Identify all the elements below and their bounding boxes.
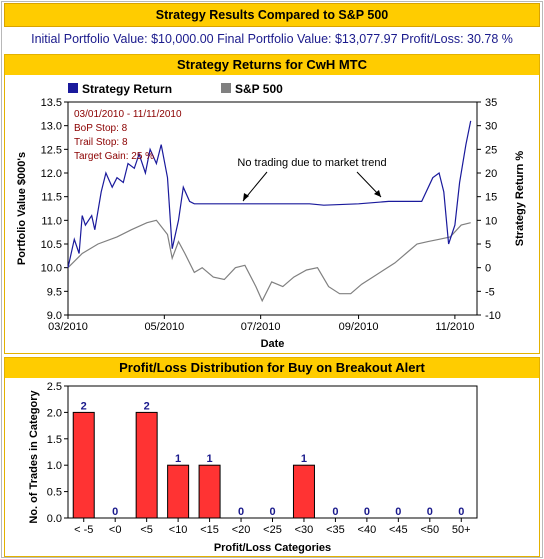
arrowhead-left	[243, 193, 249, 201]
bar	[135, 411, 158, 519]
y-tick-label: 12.5	[41, 144, 62, 156]
line-chart-title: Strategy Returns for CwH MTC	[5, 55, 539, 75]
report-title: Strategy Results Compared to S&P 500	[4, 3, 540, 27]
bar	[292, 464, 315, 519]
y-tick-label: 10.5	[41, 239, 62, 251]
bar-x-tick-label: <50	[420, 524, 439, 536]
arrowhead-right	[374, 190, 381, 197]
bar-y-tick-label: 2.0	[47, 407, 62, 419]
y2-axis-label: Strategy Return %	[514, 151, 526, 247]
bar-x-tick-label: < -5	[74, 524, 93, 536]
bar-x-axis-label: Profit/Loss Categories	[214, 542, 331, 554]
bar-y-tick-label: 0.5	[47, 487, 62, 499]
bar	[198, 464, 221, 519]
strategy-return-line	[67, 120, 472, 268]
profit-loss-panel: Profit/Loss Distribution for Buy on Brea…	[4, 357, 540, 557]
bar-x-tick-label: <20	[232, 524, 251, 536]
bar-value-label: 0	[112, 506, 118, 518]
bar-value-label: 1	[301, 453, 307, 465]
bar-y-tick-label: 0.0	[47, 513, 62, 525]
x-tick-label: 11/2010	[435, 321, 474, 333]
portfolio-summary: Initial Portfolio Value: $10,000.00 Fina…	[31, 32, 513, 46]
bar-x-tick-label: <15	[200, 524, 219, 536]
y2-tick-label: -10	[485, 310, 501, 322]
y-tick-label: 12.0	[41, 168, 62, 180]
y2-tick-label: 10	[485, 215, 497, 227]
legend-swatch-strategy	[68, 83, 78, 93]
bar-value-label: 0	[332, 506, 338, 518]
sp500-line	[67, 219, 471, 303]
x-tick-label: 05/2010	[144, 321, 184, 333]
bar-x-tick-label: 50+	[452, 524, 471, 536]
y2-tick-label: 25	[485, 144, 497, 156]
profit-loss-chart: 0.0 0.5 1.0 1.5 2.0 2.5 2 < -5 0 <0 2 <5 1 <10 1 <15 0 <2…	[28, 381, 478, 554]
bar-chart-title: Profit/Loss Distribution for Buy on Brea…	[5, 358, 539, 378]
y-tick-label: 9.5	[47, 286, 62, 298]
bar-y-axis-label: No. of Trades in Category	[28, 389, 40, 523]
bar-value-label: 0	[364, 506, 370, 518]
y2-tick-label: 15	[485, 192, 497, 204]
plot-area	[67, 101, 478, 316]
bar-value-label: 0	[269, 506, 275, 518]
y-tick-label: 13.5	[41, 97, 62, 109]
chart-note: Target Gain: 25 %	[74, 151, 154, 162]
strategy-returns-chart: 9.0 9.5 10.0 10.5 11.0 11.5 12.0 12.5 13.0 13.5 -1…	[16, 82, 526, 350]
bar-value-label: 2	[81, 400, 87, 412]
annotation-text: No trading due to market trend	[237, 157, 386, 169]
bar-value-label: 0	[427, 506, 433, 518]
y-tick-label: 11.0	[41, 215, 62, 227]
y2-tick-label: 35	[485, 97, 497, 109]
x-tick-label: 09/2010	[339, 321, 379, 333]
bar-x-tick-label: <5	[140, 524, 153, 536]
legend-label-strategy: Strategy Return	[82, 82, 172, 96]
bar	[72, 411, 95, 519]
bar-x-tick-label: <10	[169, 524, 188, 536]
bar-plot-area	[67, 385, 478, 519]
x-tick-label: 03/2010	[48, 321, 88, 333]
y-axis-label: Portfolio Value $000's	[16, 152, 28, 265]
y2-tick-label: -5	[485, 286, 495, 298]
bar	[167, 464, 190, 519]
bar-value-label: 1	[207, 453, 213, 465]
bar-y-tick-label: 1.5	[47, 434, 62, 446]
bar-value-label: 1	[175, 453, 181, 465]
chart-note: BoP Stop: 8	[74, 123, 128, 134]
legend-label-sp500: S&P 500	[235, 82, 283, 96]
y2-tick-label: 20	[485, 168, 497, 180]
y-tick-label: 10.0	[41, 263, 62, 275]
bar-y-tick-label: 1.0	[47, 460, 62, 472]
y-tick-label: 9.0	[47, 310, 62, 322]
bar-x-tick-label: <30	[295, 524, 314, 536]
bar-y-tick-label: 2.5	[47, 381, 62, 393]
bar-value-label: 0	[458, 506, 464, 518]
bar-value-label: 0	[238, 506, 244, 518]
strategy-returns-panel: Strategy Returns for CwH MTC 9.0 9.5 10.0 1…	[4, 54, 540, 354]
bar-x-tick-label: <40	[358, 524, 377, 536]
y2-tick-label: 30	[485, 121, 497, 133]
chart-note: Trail Stop: 8	[74, 137, 128, 148]
x-tick-label: 07/2010	[241, 321, 281, 333]
bar-x-tick-label: <45	[389, 524, 408, 536]
bar-value-label: 2	[144, 400, 150, 412]
legend-swatch-sp500	[221, 83, 231, 93]
y-tick-label: 13.0	[41, 121, 62, 133]
y2-tick-label: 5	[485, 239, 491, 251]
x-axis-label: Date	[261, 338, 285, 350]
bar-x-tick-label: <35	[326, 524, 345, 536]
y2-tick-label: 0	[485, 263, 491, 275]
bar-x-tick-label: <25	[263, 524, 282, 536]
bar-x-tick-label: <0	[109, 524, 122, 536]
chart-note: 03/01/2010 - 11/11/2010	[74, 109, 182, 120]
y-tick-label: 11.5	[41, 192, 62, 204]
bar-value-label: 0	[395, 506, 401, 518]
